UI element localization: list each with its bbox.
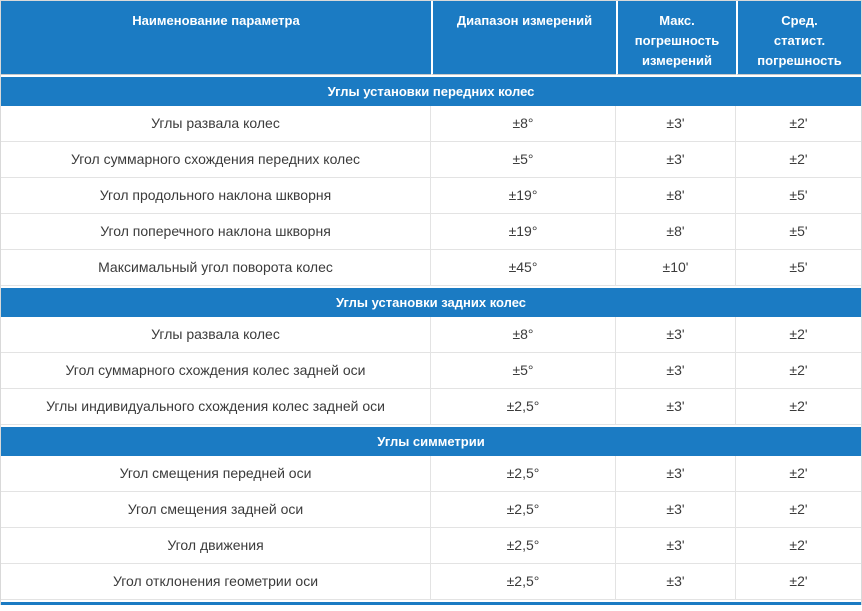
section-title: Углы установки задних колес: [1, 286, 861, 317]
table-row: Угол продольного наклона шкворня ±19° ±8…: [1, 178, 861, 214]
range-cell: ±45°: [431, 250, 616, 286]
section-title: Углы установки передних колес: [1, 75, 861, 106]
param-name-cell: Угол смещения задней оси: [1, 492, 431, 528]
stat-error-cell: ±2': [736, 528, 861, 564]
max-error-cell: ±8': [616, 214, 736, 250]
max-error-cell: ±8': [616, 178, 736, 214]
stat-error-cell: ±2': [736, 106, 861, 142]
table-header: Наименование параметра Диапазон измерени…: [1, 1, 861, 75]
column-header-stat-error: Сред. статист. погрешность: [736, 1, 861, 75]
max-error-cell: ±3': [616, 456, 736, 492]
header-row: Наименование параметра Диапазон измерени…: [1, 1, 861, 75]
stat-error-cell: ±5': [736, 178, 861, 214]
section-header-symmetry-angles: Углы симметрии: [1, 425, 861, 456]
max-error-cell: ±3': [616, 492, 736, 528]
column-header-measurement-range: Диапазон измерений: [431, 1, 616, 75]
param-name-cell: Углы развала колес: [1, 106, 431, 142]
stat-error-cell: ±2': [736, 564, 861, 600]
table-row: Углы развала колес ±8° ±3' ±2': [1, 106, 861, 142]
max-error-cell: ±3': [616, 353, 736, 389]
range-cell: ±19°: [431, 178, 616, 214]
range-cell: ±19°: [431, 214, 616, 250]
range-cell: ±2,5°: [431, 528, 616, 564]
table-row: Углы индивидуального схождения колес зад…: [1, 389, 861, 425]
column-header-parameter-name: Наименование параметра: [1, 1, 431, 75]
stat-error-cell: ±2': [736, 353, 861, 389]
section-header-front-wheels: Углы установки передних колес: [1, 75, 861, 106]
table-row: Угол суммарного схождения колес задней о…: [1, 353, 861, 389]
param-name-cell: Угол движения: [1, 528, 431, 564]
stat-error-cell: ±2': [736, 389, 861, 425]
param-name-cell: Угол суммарного схождения передних колес: [1, 142, 431, 178]
max-error-cell: ±3': [616, 106, 736, 142]
param-name-cell: Угол смещения передней оси: [1, 456, 431, 492]
stat-error-cell: ±2': [736, 456, 861, 492]
param-name-cell: Угол отклонения геометрии оси: [1, 564, 431, 600]
table-row: Угол суммарного схождения передних колес…: [1, 142, 861, 178]
stat-error-cell: ±5': [736, 214, 861, 250]
max-error-cell: ±3': [616, 528, 736, 564]
max-error-cell: ±3': [616, 564, 736, 600]
table-row: Угол поперечного наклона шкворня ±19° ±8…: [1, 214, 861, 250]
max-error-cell: ±10': [616, 250, 736, 286]
table-row: Максимальный угол поворота колес ±45° ±1…: [1, 250, 861, 286]
range-cell: ±2,5°: [431, 456, 616, 492]
max-error-cell: ±3': [616, 142, 736, 178]
range-cell: ±8°: [431, 106, 616, 142]
range-cell: ±5°: [431, 142, 616, 178]
table-row: Угол отклонения геометрии оси ±2,5° ±3' …: [1, 564, 861, 600]
range-cell: ±8°: [431, 317, 616, 353]
stat-error-cell: ±5': [736, 250, 861, 286]
param-name-cell: Угол суммарного схождения колес задней о…: [1, 353, 431, 389]
param-name-cell: Углы индивидуального схождения колес зад…: [1, 389, 431, 425]
param-name-cell: Угол продольного наклона шкворня: [1, 178, 431, 214]
section-header-rear-wheels: Углы установки задних колес: [1, 286, 861, 317]
table-row: Угол смещения передней оси ±2,5° ±3' ±2': [1, 456, 861, 492]
range-cell: ±2,5°: [431, 564, 616, 600]
param-name-cell: Угол поперечного наклона шкворня: [1, 214, 431, 250]
table-row: Угол смещения задней оси ±2,5° ±3' ±2': [1, 492, 861, 528]
table-body: Углы установки передних колес Углы разва…: [1, 75, 861, 600]
table-row: Угол движения ±2,5° ±3' ±2': [1, 528, 861, 564]
stat-error-cell: ±2': [736, 492, 861, 528]
section-title: Углы симметрии: [1, 425, 861, 456]
table-row: Углы развала колес ±8° ±3' ±2': [1, 317, 861, 353]
parameters-table: Наименование параметра Диапазон измерени…: [1, 1, 861, 600]
max-error-cell: ±3': [616, 317, 736, 353]
partial-next-section-bar: [1, 600, 861, 605]
column-header-max-error: Макс. погрешность измерений: [616, 1, 736, 75]
stat-error-cell: ±2': [736, 317, 861, 353]
param-name-cell: Максимальный угол поворота колес: [1, 250, 431, 286]
range-cell: ±2,5°: [431, 492, 616, 528]
range-cell: ±5°: [431, 353, 616, 389]
stat-error-cell: ±2': [736, 142, 861, 178]
max-error-cell: ±3': [616, 389, 736, 425]
range-cell: ±2,5°: [431, 389, 616, 425]
param-name-cell: Углы развала колес: [1, 317, 431, 353]
